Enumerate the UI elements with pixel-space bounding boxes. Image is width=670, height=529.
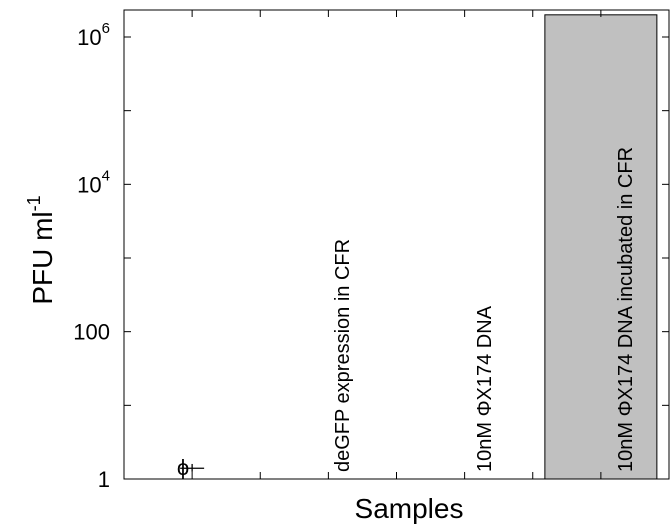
y-axis-label-superscript: -1 [24,195,44,211]
bar [544,14,658,480]
y-tick-label-exponent: 4 [102,167,110,184]
y-tick-label: 104 [77,167,110,197]
y-tick-label-exponent: 6 [102,20,110,37]
category-labels: ϕ deGFP expression in CFR 10nM ΦX174 DNA 10… [177,147,637,480]
error-bars-layer [180,463,205,472]
y-tick-label-base: 10 [77,25,101,50]
category-label: ϕ [177,455,189,480]
y-axis-label-main: PFU ml [27,211,58,304]
y-tick-label: 1 [98,467,110,492]
y-tick-label: 106 [77,20,110,50]
y-tick-label-base: 10 [77,172,101,197]
category-label: deGFP expression in CFR [332,239,354,472]
y-axis-label: PFU ml-1 [24,195,58,304]
x-axis-label: Samples [355,493,464,524]
y-tick-label: 100 [73,320,110,345]
category-label: 10nM ΦX174 DNA incubated in CFR [615,147,637,472]
x-ticks [191,10,602,479]
category-label: 10nM ΦX174 DNA [474,305,496,472]
bars-layer [544,14,658,480]
